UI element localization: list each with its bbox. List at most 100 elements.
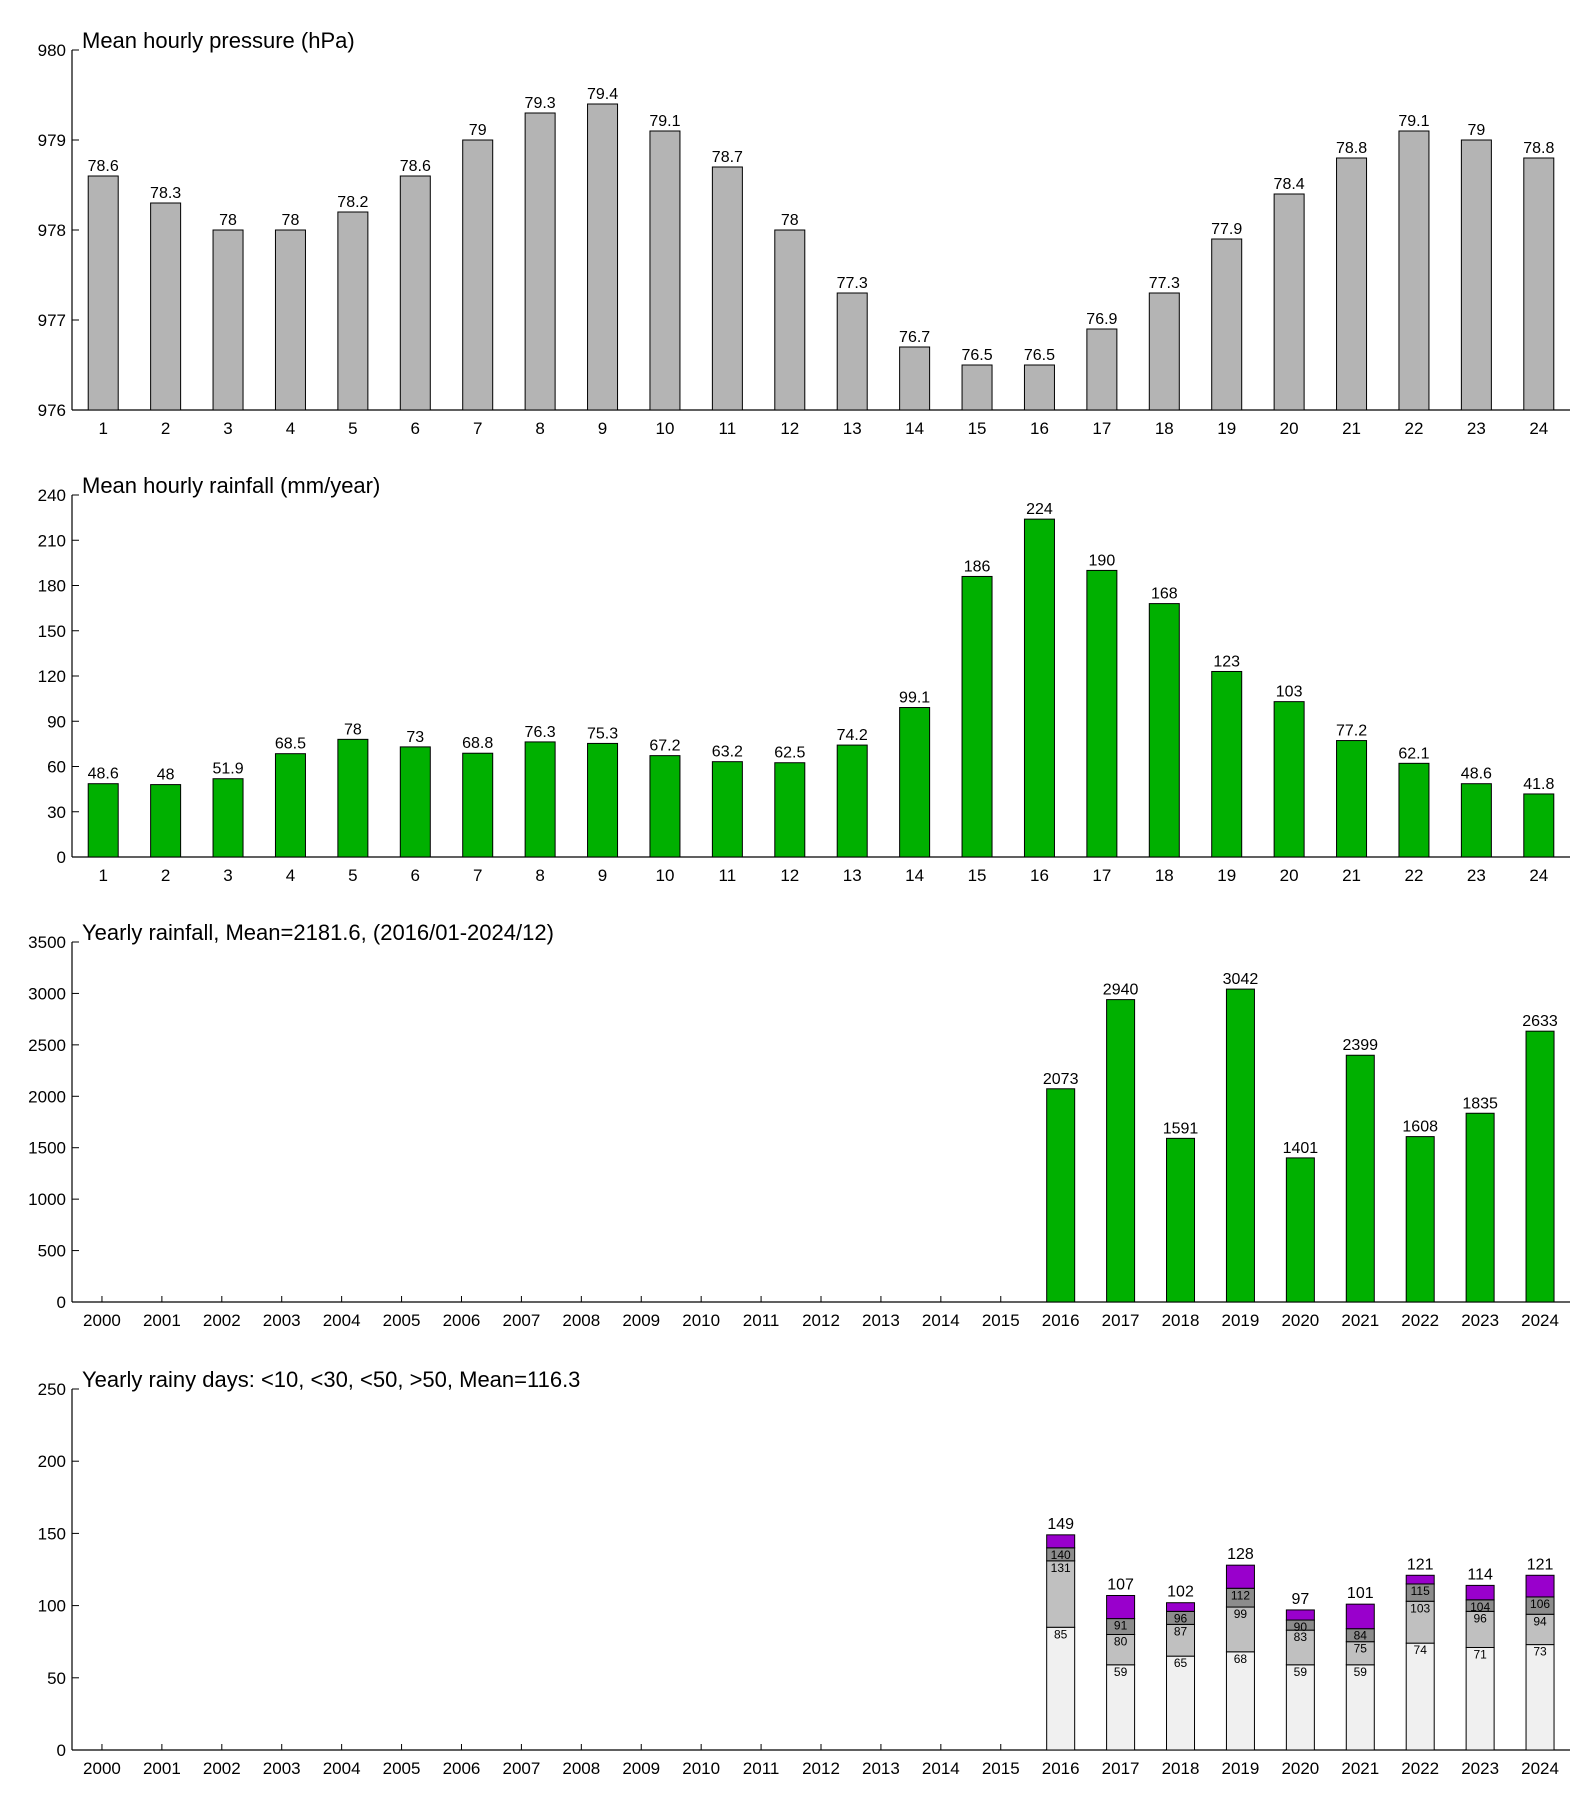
x-tick-label: 2005 — [383, 1311, 421, 1330]
data-label: 76.5 — [961, 347, 992, 364]
bar — [1046, 1088, 1076, 1303]
y-tick-label: 100 — [38, 1597, 66, 1616]
stack-label-lt10: 68 — [1234, 1652, 1248, 1666]
stack-label-lt10: 59 — [1354, 1665, 1368, 1679]
stack-segment-total — [1345, 1603, 1375, 1630]
bar — [150, 202, 182, 411]
x-tick-label: 4 — [286, 866, 295, 885]
x-tick-label: 13 — [843, 419, 862, 438]
data-label: 2633 — [1522, 1013, 1558, 1030]
stack-segment-lt10 — [1465, 1646, 1495, 1751]
data-label: 78.3 — [150, 185, 181, 202]
x-tick-label: 2002 — [203, 1759, 241, 1778]
x-tick-label: 2007 — [502, 1311, 540, 1330]
data-label: 78 — [219, 212, 237, 229]
data-label: 77.3 — [837, 275, 868, 292]
x-tick-label: 2007 — [502, 1759, 540, 1778]
y-tick-label: 200 — [38, 1452, 66, 1471]
bar — [1460, 783, 1492, 858]
y-tick-label: 0 — [57, 1293, 66, 1312]
data-label: 79.4 — [587, 86, 618, 103]
stack-label-lt10: 59 — [1114, 1665, 1128, 1679]
data-label: 48.6 — [88, 766, 119, 783]
stack-segment-lt10 — [1405, 1642, 1435, 1751]
bar — [1525, 1030, 1555, 1303]
bar — [961, 575, 993, 858]
data-label: 68.5 — [275, 736, 306, 753]
x-tick-label: 22 — [1404, 419, 1423, 438]
y-tick-label: 500 — [38, 1242, 66, 1261]
stack-segment-lt10 — [1285, 1664, 1315, 1751]
x-tick-label: 2010 — [682, 1311, 720, 1330]
bar — [1023, 364, 1055, 411]
y-tick-label: 210 — [38, 531, 66, 550]
bar — [1086, 328, 1118, 411]
data-label: 103 — [1276, 684, 1303, 701]
data-label: 3042 — [1223, 971, 1259, 988]
x-tick-label: 2018 — [1162, 1759, 1200, 1778]
bar — [274, 753, 306, 858]
x-tick-label: 5 — [348, 419, 357, 438]
bar — [1398, 762, 1430, 858]
stack-label-lt50: 106 — [1530, 1597, 1550, 1611]
stack-label-lt10: 59 — [1294, 1665, 1308, 1679]
stack-label-lt30: 96 — [1473, 1611, 1487, 1625]
x-tick-label: 10 — [655, 866, 674, 885]
x-tick-label: 2004 — [323, 1311, 361, 1330]
bar — [399, 175, 431, 411]
data-label: 1591 — [1163, 1120, 1199, 1137]
bar — [1086, 569, 1118, 858]
x-tick-label: 2018 — [1162, 1311, 1200, 1330]
stack-label-lt10: 85 — [1054, 1627, 1068, 1641]
data-label: 74.2 — [837, 727, 868, 744]
y-tick-label: 2500 — [28, 1036, 66, 1055]
data-label: 186 — [964, 558, 991, 575]
y-tick-label: 90 — [47, 712, 66, 731]
chart-title-4: Yearly rainy days: <10, <30, <50, >50, M… — [82, 1367, 580, 1392]
bar — [649, 755, 681, 858]
x-tick-label: 23 — [1467, 866, 1486, 885]
x-tick-label: 17 — [1092, 419, 1111, 438]
bar — [212, 778, 244, 858]
x-tick-label: 8 — [535, 419, 544, 438]
data-label: 76.7 — [899, 329, 930, 346]
x-tick-label: 5 — [348, 866, 357, 885]
stack-segment-lt30 — [1405, 1600, 1435, 1644]
bar — [337, 738, 369, 858]
data-label: 62.5 — [774, 745, 805, 762]
bar — [774, 762, 806, 858]
y-tick-label: 3000 — [28, 984, 66, 1003]
y-tick-label: 3500 — [28, 933, 66, 952]
stack-segment-total — [1046, 1534, 1076, 1549]
bar — [462, 752, 494, 858]
stack-segment-lt10 — [1225, 1651, 1255, 1751]
stack-label-lt50: 90 — [1294, 1620, 1308, 1634]
stack-label-lt10: 65 — [1174, 1656, 1188, 1670]
stack-label-lt30: 75 — [1354, 1642, 1368, 1656]
chart-title-1: Mean hourly pressure (hPa) — [82, 28, 355, 53]
x-tick-label: 2013 — [862, 1759, 900, 1778]
x-tick-label: 6 — [411, 866, 420, 885]
stack-segment-lt10 — [1345, 1664, 1375, 1751]
stack-segment-total — [1405, 1574, 1435, 1585]
x-tick-label: 2001 — [143, 1311, 181, 1330]
bar — [1166, 1137, 1196, 1303]
data-label: 78.8 — [1523, 140, 1554, 157]
bar — [1523, 793, 1555, 858]
bar — [1345, 1054, 1375, 1303]
x-tick-label: 2011 — [743, 1759, 780, 1778]
y-tick-label: 976 — [38, 401, 66, 420]
x-tick-label: 2023 — [1461, 1311, 1499, 1330]
data-label: 67.2 — [649, 738, 680, 755]
data-label: 76.9 — [1086, 311, 1117, 328]
x-tick-label: 2013 — [862, 1311, 900, 1330]
data-label: 78.7 — [712, 149, 743, 166]
data-label: 48 — [157, 767, 175, 784]
x-tick-label: 2015 — [982, 1759, 1020, 1778]
data-label: 63.2 — [712, 744, 743, 761]
data-label: 1401 — [1283, 1140, 1319, 1157]
stack-segment-total — [1225, 1564, 1255, 1589]
stack-label-lt10: 73 — [1533, 1645, 1547, 1659]
stack-segment-lt10 — [1166, 1655, 1196, 1751]
